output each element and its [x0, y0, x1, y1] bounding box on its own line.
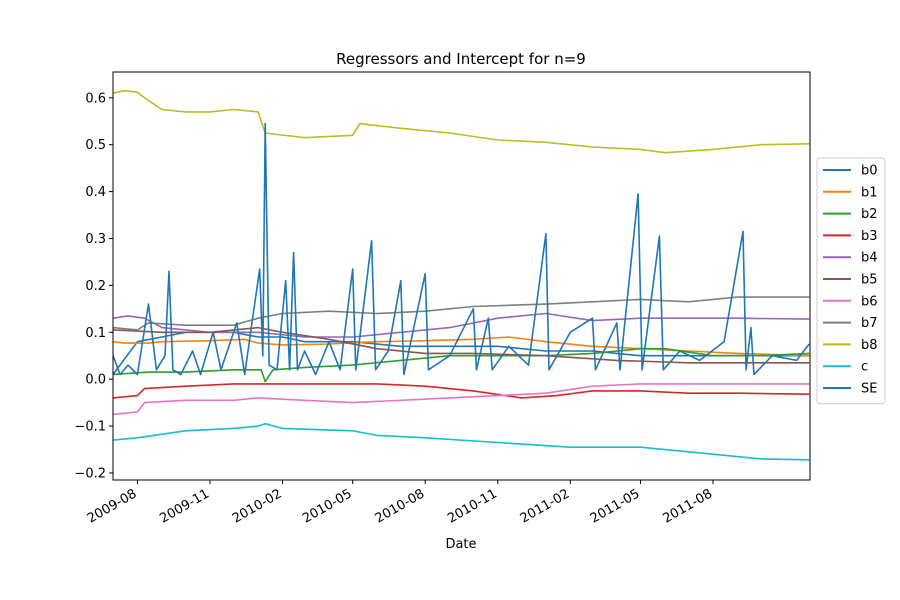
legend-label-b2: b2	[861, 207, 878, 222]
series-line-b6	[113, 383, 810, 416]
series-line-b4	[113, 312, 810, 338]
plot-frame	[112, 71, 811, 481]
y-tick-label: 0.1	[85, 326, 106, 341]
y-tick-label: 0.2	[85, 279, 106, 294]
x-axis-label: Date	[445, 537, 476, 552]
series-layer	[113, 90, 810, 461]
legend: b0 b1 b2 b3 b4 b5 b6 b7 b8 c SE	[816, 157, 886, 405]
y-tick-label: −0.2	[74, 466, 106, 481]
series-line-SE	[113, 122, 810, 376]
legend-label-SE: SE	[861, 382, 877, 397]
y-axis: 0.6 0.5 0.4 0.3 0.2 0.1 0.0 −0.1 −0.2	[74, 91, 113, 481]
plot-area	[112, 71, 811, 481]
series-line-c	[113, 422, 810, 461]
legend-label-b4: b4	[861, 251, 878, 266]
legend-label-b5: b5	[861, 273, 878, 288]
legend-label-c: c	[861, 360, 868, 375]
y-tick-label: 0.6	[85, 91, 106, 106]
legend-frame	[816, 157, 886, 405]
chart-title: Regressors and Intercept for n=9	[336, 50, 586, 68]
series-line-b5	[113, 326, 810, 364]
y-tick-label: 0.3	[85, 232, 106, 247]
series-line-b3	[113, 383, 810, 399]
y-tick-label: 0.0	[85, 373, 106, 388]
legend-label-b0: b0	[861, 164, 878, 179]
y-tick-label: 0.4	[85, 185, 106, 200]
legend-label-b7: b7	[861, 316, 878, 331]
series-line-b7	[113, 296, 810, 331]
y-tick-label: −0.1	[74, 420, 106, 435]
series-line-b8	[113, 90, 810, 154]
legend-label-b6: b6	[861, 294, 878, 309]
legend-label-b8: b8	[861, 338, 878, 353]
legend-label-b3: b3	[861, 229, 878, 244]
y-tick-label: 0.5	[85, 138, 106, 153]
legend-label-b1: b1	[861, 185, 878, 200]
series-line-b2	[113, 347, 810, 383]
